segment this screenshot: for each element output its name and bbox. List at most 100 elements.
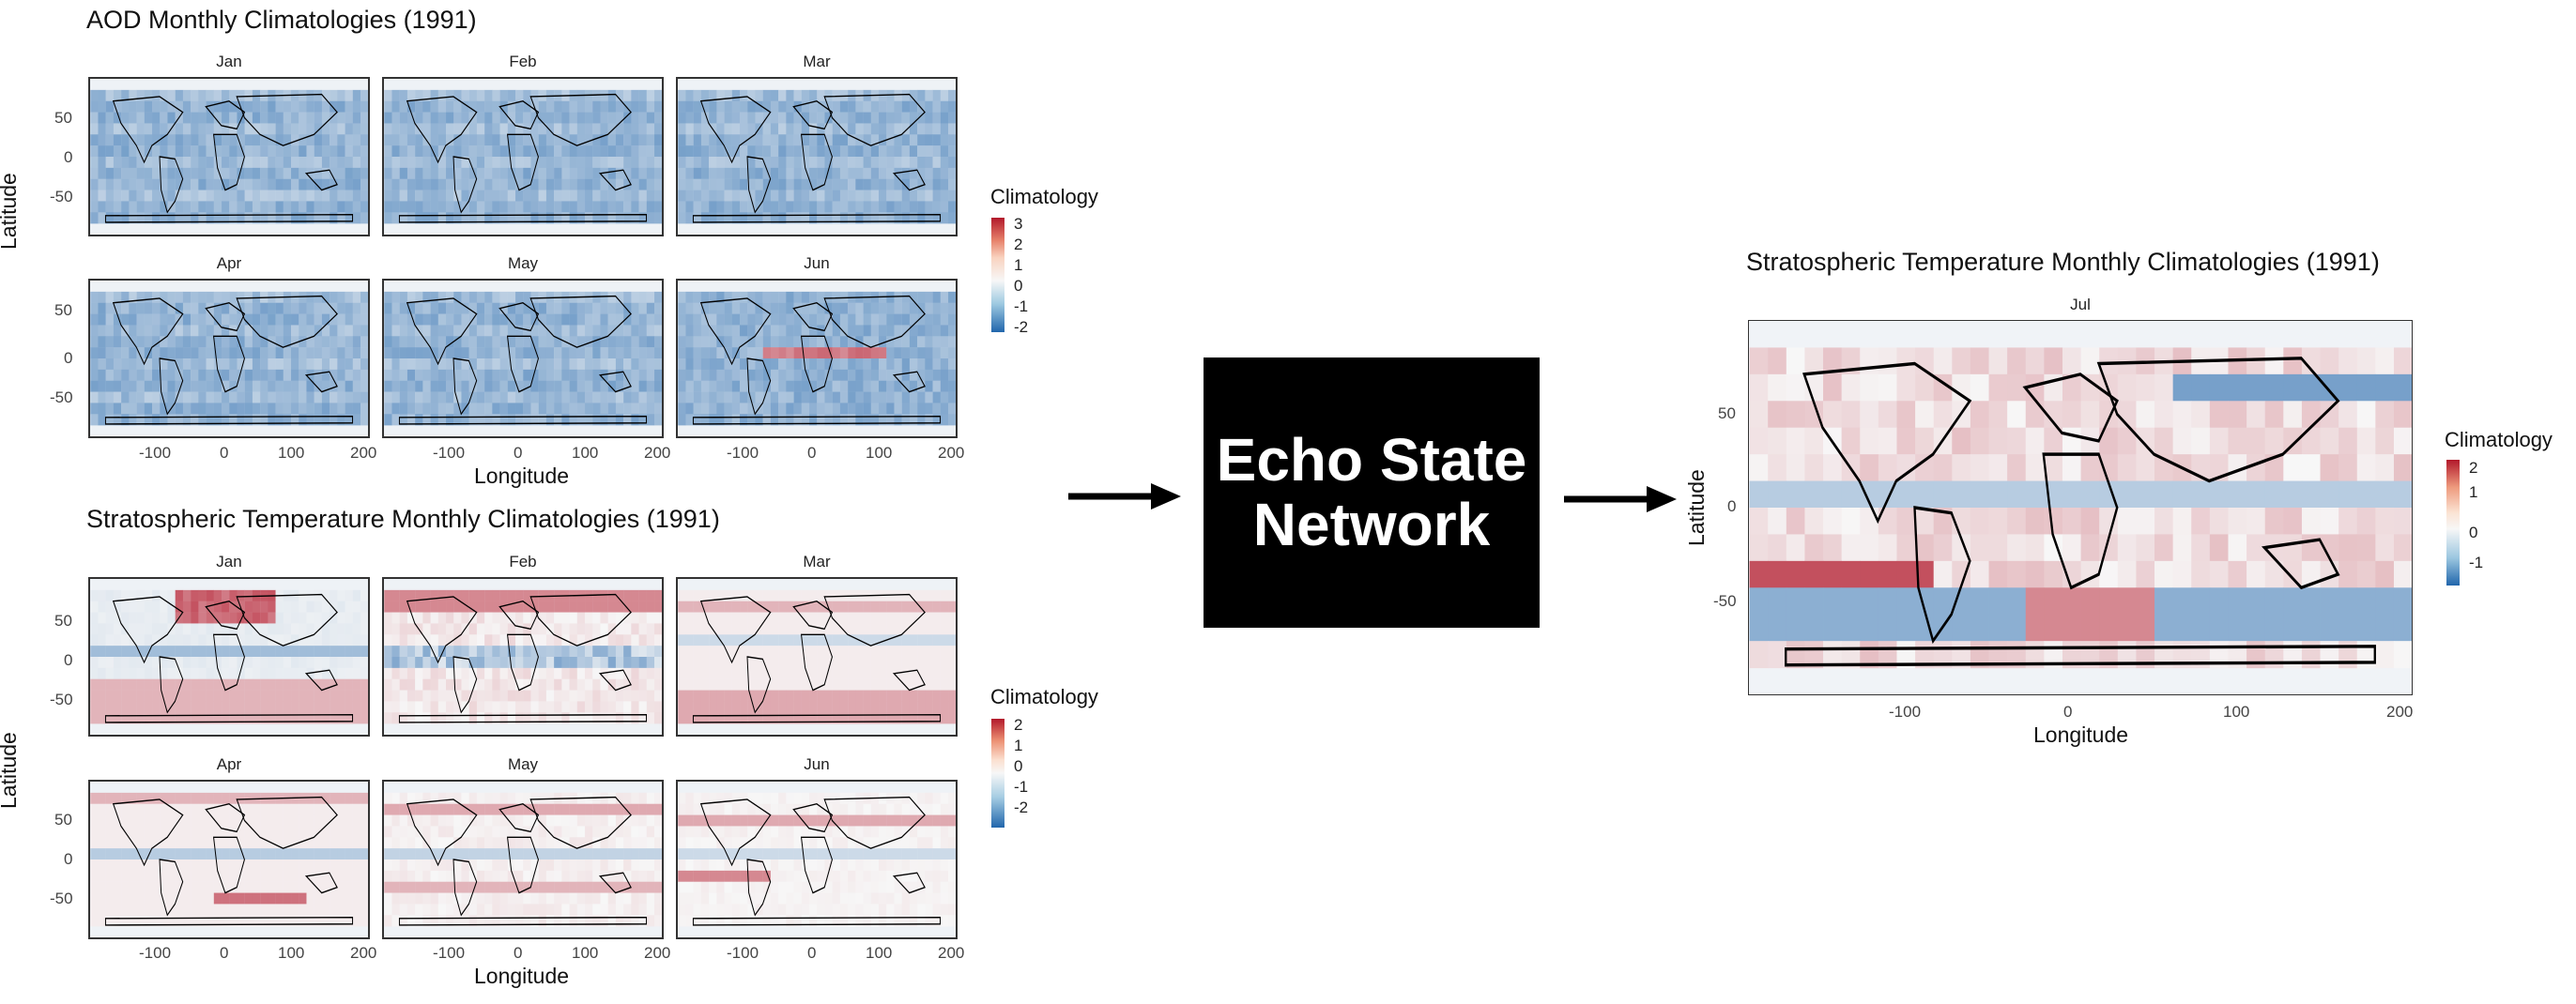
aod-map-mar <box>676 77 958 236</box>
strat-ylabel: Latitude <box>0 732 21 809</box>
aod-map-may <box>382 279 664 438</box>
strat-strip-may: May <box>507 755 539 773</box>
aod-map-apr <box>88 279 370 438</box>
strat-xtick-200-c2: 200 <box>644 944 671 962</box>
strat-xtick-0-c2: 0 <box>514 944 523 962</box>
aod-ytick-0-r1: 0 <box>64 148 73 166</box>
strat-ytick-50-r2: 50 <box>54 811 72 829</box>
strat-legend-1: 1 <box>1014 737 1023 754</box>
aod-legend-neg2: -2 <box>1014 318 1029 336</box>
output-legend-2: 2 <box>2469 459 2478 477</box>
aod-map-jan <box>88 77 370 236</box>
strat-map-jun <box>676 780 958 939</box>
aod-title: AOD Monthly Climatologies (1991) <box>86 6 477 34</box>
aod-xlabel: Longitude <box>474 464 570 488</box>
strat-legend-neg1: -1 <box>1014 778 1029 796</box>
strat-xtick-200-c1: 200 <box>350 944 377 962</box>
strat-xtick-200-c3: 200 <box>938 944 965 962</box>
echo-state-network-box: Echo State Network <box>1204 357 1540 628</box>
strat-xtick-100-c1: 100 <box>278 944 305 962</box>
output-arrow-icon <box>1564 486 1677 512</box>
strat-strip-mar: Mar <box>803 553 831 570</box>
aod-xtick-100-c1: 100 <box>278 444 305 462</box>
output-legend-1: 1 <box>2469 483 2478 501</box>
strat-xtick-100-c2: 100 <box>572 944 599 962</box>
aod-xtick-0-c3: 0 <box>807 444 817 462</box>
aod-xtick-neg100-c3: -100 <box>727 444 759 462</box>
strat-map-apr <box>88 780 370 939</box>
aod-legend-1: 1 <box>1014 256 1023 274</box>
aod-strip-mar: Mar <box>803 53 831 70</box>
aod-strip-feb: Feb <box>509 53 537 70</box>
output-strip-jul: Jul <box>2070 296 2091 313</box>
strat-map-jan <box>88 577 370 737</box>
strat-xtick-neg100-c3: -100 <box>727 944 759 962</box>
strat-legend-0: 0 <box>1014 757 1023 775</box>
aod-xtick-neg100-c2: -100 <box>433 444 466 462</box>
strat-xtick-0-c3: 0 <box>807 944 817 962</box>
output-legend-neg1: -1 <box>2469 554 2484 571</box>
output-map-jul <box>1748 320 2413 695</box>
aod-legend-neg1: -1 <box>1014 297 1029 315</box>
aod-xtick-neg100-c1: -100 <box>139 444 172 462</box>
strat-title: Stratospheric Temperature Monthly Climat… <box>86 505 720 533</box>
output-xtick-neg100: -100 <box>1889 703 1922 721</box>
aod-legend-title: Climatology <box>990 185 1098 208</box>
strat-map-feb <box>382 577 664 737</box>
aod-legend-3: 3 <box>1014 215 1023 233</box>
strat-xtick-neg100-c2: -100 <box>433 944 466 962</box>
aod-strip-may: May <box>507 254 539 272</box>
strat-strip-jan: Jan <box>216 553 242 570</box>
aod-xtick-0-c1: 0 <box>220 444 229 462</box>
strat-legend-neg2: -2 <box>1014 799 1029 816</box>
esn-label-line2: Network <box>1252 491 1491 558</box>
aod-xtick-200-c3: 200 <box>938 444 965 462</box>
strat-xtick-100-c3: 100 <box>866 944 893 962</box>
strat-map-may <box>382 780 664 939</box>
output-xtick-200: 200 <box>2386 703 2414 721</box>
aod-colorbar <box>991 218 1004 332</box>
aod-xtick-0-c2: 0 <box>514 444 523 462</box>
output-ytick-50: 50 <box>1718 404 1736 422</box>
aod-legend-0: 0 <box>1014 277 1023 295</box>
strat-ytick-50-r1: 50 <box>54 612 72 630</box>
aod-legend-2: 2 <box>1014 236 1023 253</box>
strat-ytick-0-r2: 0 <box>64 850 73 868</box>
strat-ytick-0-r1: 0 <box>64 651 73 669</box>
strat-strip-apr: Apr <box>216 755 242 773</box>
output-title: Stratospheric Temperature Monthly Climat… <box>1746 248 2380 276</box>
strat-xtick-0-c1: 0 <box>220 944 229 962</box>
aod-xtick-100-c3: 100 <box>866 444 893 462</box>
aod-xtick-100-c2: 100 <box>572 444 599 462</box>
aod-strip-jun: Jun <box>804 254 830 272</box>
esn-label-line1: Echo State <box>1216 425 1527 494</box>
output-xtick-0: 0 <box>2063 703 2073 721</box>
aod-ytick-0-r2: 0 <box>64 349 73 367</box>
input-arrow-icon <box>1068 483 1181 510</box>
aod-xtick-200-c2: 200 <box>644 444 671 462</box>
aod-ytick-50-r2: 50 <box>54 301 72 319</box>
strat-strip-feb: Feb <box>509 553 537 570</box>
strat-legend-2: 2 <box>1014 716 1023 734</box>
aod-strip-jan: Jan <box>216 53 242 70</box>
strat-ytick-neg50-r2: -50 <box>50 890 73 907</box>
output-ytick-0: 0 <box>1727 497 1737 515</box>
strat-xtick-neg100-c1: -100 <box>139 944 172 962</box>
strat-xlabel: Longitude <box>474 964 570 988</box>
aod-ylabel: Latitude <box>0 173 21 250</box>
strat-colorbar <box>991 719 1004 828</box>
aod-ytick-neg50-r2: -50 <box>50 388 73 406</box>
output-colorbar <box>2446 460 2460 586</box>
strat-legend-title: Climatology <box>990 685 1098 708</box>
aod-ytick-50-r1: 50 <box>54 109 72 127</box>
aod-map-feb <box>382 77 664 236</box>
output-ylabel: Latitude <box>1684 469 1709 546</box>
aod-ytick-neg50-r1: -50 <box>50 188 73 205</box>
output-xlabel: Longitude <box>2033 723 2129 747</box>
aod-xtick-200-c1: 200 <box>350 444 377 462</box>
aod-map-jun <box>676 279 958 438</box>
output-legend-title: Climatology <box>2445 428 2553 451</box>
output-ytick-neg50: -50 <box>1713 592 1737 610</box>
strat-map-mar <box>676 577 958 737</box>
strat-ytick-neg50-r1: -50 <box>50 691 73 708</box>
